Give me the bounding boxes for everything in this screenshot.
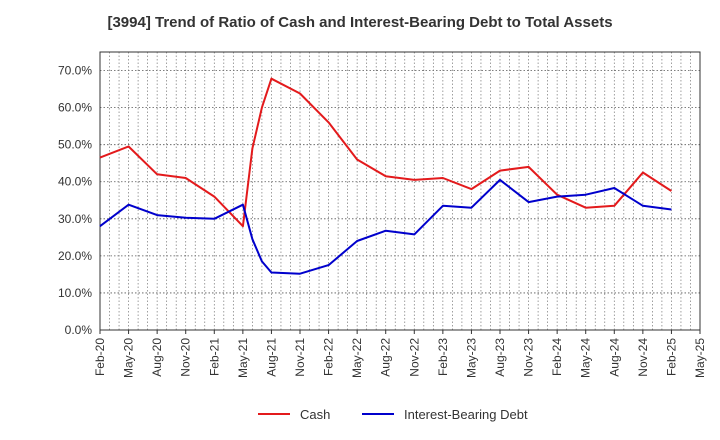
chart-title: [3994] Trend of Ratio of Cash and Intere… bbox=[107, 14, 613, 31]
y-tick-label: 70.0% bbox=[58, 64, 92, 78]
x-tick-label: May-21 bbox=[236, 338, 250, 378]
x-tick-label: Aug-21 bbox=[264, 338, 278, 377]
x-tick-label: Aug-22 bbox=[379, 338, 393, 377]
series-line-interest-bearing-debt bbox=[99, 178, 672, 275]
legend: Cash Interest-Bearing Debt bbox=[258, 407, 528, 422]
plot-frame bbox=[99, 51, 701, 331]
x-tick-label: May-22 bbox=[350, 338, 364, 378]
axes-layer: 0.0% 10.0% 20.0% 30.0% 40.0% 50.0% 60.0% 70.0% F… bbox=[58, 51, 707, 378]
x-tick-label: Feb-24 bbox=[550, 338, 564, 376]
x-tick-label: Aug-20 bbox=[150, 338, 164, 377]
series-layer bbox=[99, 77, 672, 275]
y-tick-label: 20.0% bbox=[58, 249, 92, 263]
x-tick-label: Nov-24 bbox=[636, 338, 650, 377]
x-tick-label: May-23 bbox=[464, 338, 478, 378]
x-tick-label: Nov-21 bbox=[293, 338, 307, 377]
x-tick-label: Feb-20 bbox=[93, 338, 107, 376]
y-tick-label: 60.0% bbox=[58, 101, 92, 115]
x-tick-label: Feb-25 bbox=[664, 338, 678, 376]
x-tick-label: Feb-21 bbox=[207, 338, 221, 376]
x-tick-label: Nov-22 bbox=[407, 338, 421, 377]
x-tick-label: Feb-23 bbox=[436, 338, 450, 376]
y-tick-label: 40.0% bbox=[58, 175, 92, 189]
y-tick-label: 0.0% bbox=[65, 323, 93, 337]
x-tick-label: May-25 bbox=[693, 338, 707, 378]
x-tick-label: Nov-20 bbox=[179, 338, 193, 377]
x-tick-label: Feb-22 bbox=[322, 338, 336, 376]
x-tick-label: Nov-23 bbox=[522, 338, 536, 377]
y-tick-label: 50.0% bbox=[58, 138, 92, 152]
legend-label: Interest-Bearing Debt bbox=[404, 407, 528, 422]
x-tick-label: May-24 bbox=[579, 338, 593, 378]
grid-layer bbox=[100, 52, 700, 330]
legend-label: Cash bbox=[300, 407, 330, 422]
y-tick-label: 10.0% bbox=[58, 286, 92, 300]
x-tick-label: May-20 bbox=[122, 338, 136, 378]
y-tick-label: 30.0% bbox=[58, 212, 92, 226]
series-line-cash bbox=[99, 77, 672, 228]
x-tick-label: Aug-24 bbox=[607, 338, 621, 377]
x-tick-label: Aug-23 bbox=[493, 338, 507, 377]
